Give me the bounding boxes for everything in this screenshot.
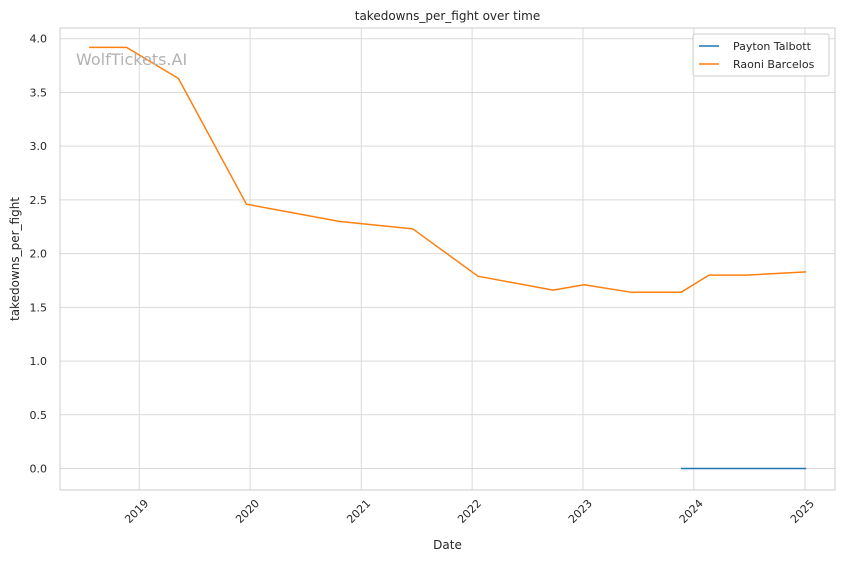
series-line-raoni-barcelos — [89, 46, 807, 294]
x-axis-label: Date — [433, 538, 462, 552]
y-axis-label: takedowns_per_fight — [8, 197, 22, 321]
y-tick-label: 0.5 — [30, 409, 48, 422]
chart-title: takedowns_per_fight over time — [355, 9, 541, 23]
y-tick-label: 4.0 — [30, 33, 48, 46]
series-layer — [89, 46, 807, 470]
y-tick-label: 2.5 — [30, 194, 48, 207]
y-tick-label: 3.5 — [30, 86, 48, 99]
legend-label: Raoni Barcelos — [733, 58, 815, 71]
y-tick-label: 1.0 — [30, 355, 48, 368]
y-tick-label: 2.0 — [30, 248, 48, 261]
plot-frame — [59, 27, 836, 491]
y-tick-label: 3.0 — [30, 140, 48, 153]
watermark-text: WolfTickets.AI — [76, 50, 187, 69]
legend: Payton Talbott Raoni Barcelos — [692, 33, 830, 77]
legend-box — [692, 33, 830, 77]
legend-label: Payton Talbott — [733, 40, 812, 53]
y-tick-label: 0.0 — [30, 463, 48, 476]
y-tick-label: 1.5 — [30, 301, 48, 314]
